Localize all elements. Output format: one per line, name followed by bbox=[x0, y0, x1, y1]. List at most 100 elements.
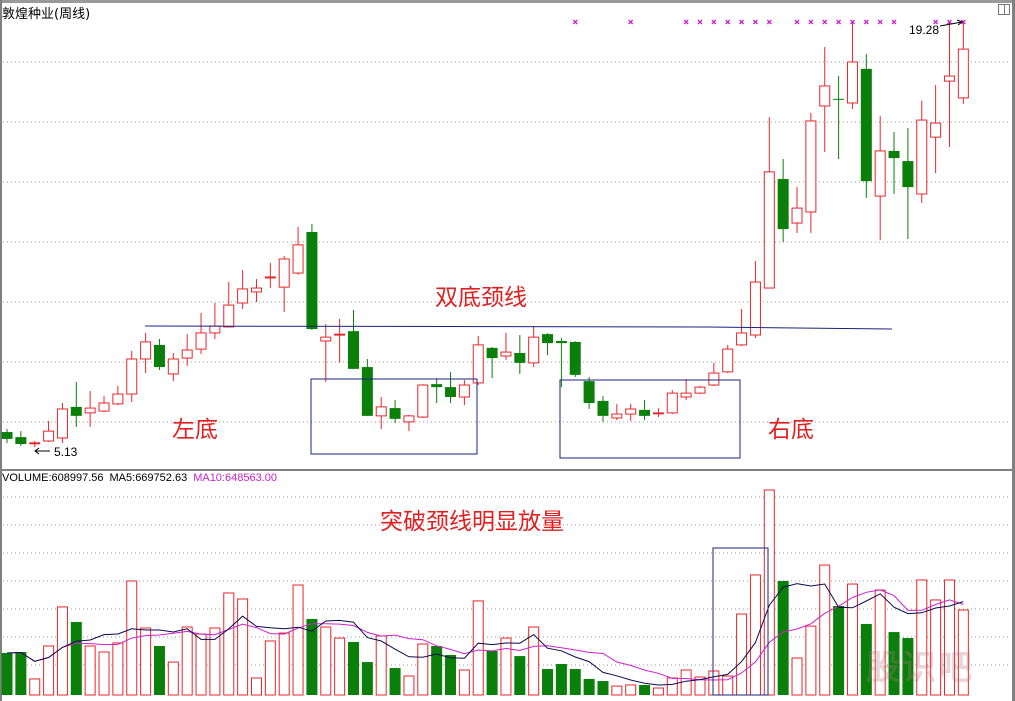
candle-body bbox=[389, 408, 401, 419]
candle-body bbox=[763, 171, 775, 289]
signal-marker-icon bbox=[836, 19, 842, 25]
candle-body bbox=[805, 120, 817, 213]
volume-bar bbox=[43, 645, 55, 696]
candle-body bbox=[334, 333, 346, 336]
candle bbox=[833, 76, 845, 159]
volume-bar bbox=[860, 623, 872, 695]
candle bbox=[708, 362, 720, 386]
volume-bar bbox=[943, 579, 955, 696]
candle bbox=[583, 376, 595, 409]
volume-bar bbox=[445, 654, 457, 695]
candle bbox=[181, 334, 193, 366]
candle-body bbox=[250, 287, 262, 293]
candle bbox=[625, 403, 637, 421]
candle-body bbox=[43, 430, 55, 442]
volume-bar bbox=[431, 646, 443, 695]
candle bbox=[15, 431, 27, 447]
volume-bar bbox=[56, 606, 68, 696]
volume-bar bbox=[112, 642, 124, 696]
candle bbox=[140, 332, 152, 374]
candle-body bbox=[126, 358, 138, 395]
signal-markers bbox=[572, 19, 966, 25]
candle bbox=[639, 400, 651, 421]
candle-body bbox=[874, 150, 886, 197]
volume-bar bbox=[666, 677, 678, 696]
candle bbox=[264, 262, 276, 289]
candle bbox=[29, 441, 41, 448]
candle bbox=[389, 400, 401, 424]
volume-bar bbox=[181, 626, 193, 696]
candle-body bbox=[445, 387, 457, 398]
candle-body bbox=[292, 244, 304, 274]
breakout-annotation: 突破颈线明显放量 bbox=[380, 509, 564, 535]
candle bbox=[930, 85, 942, 174]
signal-marker-icon bbox=[725, 19, 731, 25]
window-restore-icon[interactable] bbox=[998, 4, 1010, 15]
volume-bar bbox=[361, 662, 373, 695]
volume-bar bbox=[555, 664, 567, 695]
candle-body bbox=[486, 347, 498, 359]
candle-body bbox=[431, 384, 443, 388]
candle-body bbox=[500, 351, 512, 357]
signal-marker-icon bbox=[697, 19, 703, 25]
candle-body bbox=[791, 207, 803, 224]
candle-body bbox=[181, 349, 193, 359]
volume-bar bbox=[652, 687, 664, 696]
ma5-line bbox=[6, 583, 964, 686]
candle bbox=[209, 302, 221, 339]
candle-body bbox=[237, 288, 249, 304]
candle-body bbox=[403, 415, 415, 423]
candle bbox=[320, 323, 332, 383]
candle bbox=[306, 223, 318, 330]
candle-body bbox=[916, 119, 928, 195]
candle bbox=[237, 270, 249, 309]
candle bbox=[597, 396, 609, 422]
volume-bar bbox=[486, 651, 498, 695]
candle bbox=[431, 378, 443, 403]
volume-bar bbox=[458, 669, 470, 696]
volume-bar bbox=[223, 592, 235, 696]
candle bbox=[458, 379, 470, 406]
signal-marker-icon bbox=[960, 19, 966, 25]
signal-marker-icon bbox=[711, 19, 717, 25]
volume-bar bbox=[84, 645, 96, 696]
volume-bar bbox=[819, 564, 831, 696]
window-right-border bbox=[1012, 0, 1015, 701]
right-bottom-box bbox=[559, 379, 741, 459]
candle bbox=[112, 385, 124, 406]
candle bbox=[70, 382, 82, 427]
candle-body bbox=[749, 281, 761, 336]
volume-bar bbox=[292, 584, 304, 696]
candle-body bbox=[306, 232, 318, 330]
ma-lines bbox=[6, 583, 964, 686]
candle bbox=[569, 341, 581, 377]
volume-bar bbox=[611, 685, 623, 696]
candle-body bbox=[153, 344, 165, 368]
candle-body bbox=[472, 344, 484, 384]
volume-bar bbox=[306, 618, 318, 695]
candle-body bbox=[777, 179, 789, 230]
candle bbox=[555, 338, 567, 388]
neckline-annotation: 双底颈线 bbox=[435, 285, 527, 311]
candle bbox=[791, 187, 803, 233]
volume-bar bbox=[625, 684, 637, 696]
candle-body bbox=[361, 367, 373, 416]
candle bbox=[514, 335, 526, 374]
volume-bar bbox=[902, 638, 914, 695]
signal-marker-icon bbox=[850, 19, 855, 25]
volume-bar bbox=[777, 580, 789, 695]
volume-value: VOLUME:608997.56 bbox=[2, 472, 104, 484]
candle bbox=[292, 226, 304, 275]
signal-marker-icon bbox=[822, 19, 828, 25]
volume-bar bbox=[278, 632, 290, 696]
left-bottom-annotation: 左底 bbox=[172, 417, 218, 443]
candle-body bbox=[417, 384, 429, 418]
volume-bar bbox=[888, 632, 900, 695]
candle-body bbox=[29, 442, 41, 445]
ma10-line bbox=[6, 589, 964, 681]
candle-body bbox=[167, 358, 179, 375]
volume-bar bbox=[15, 652, 27, 695]
window-top-border bbox=[0, 0, 1015, 3]
candle bbox=[195, 312, 207, 354]
